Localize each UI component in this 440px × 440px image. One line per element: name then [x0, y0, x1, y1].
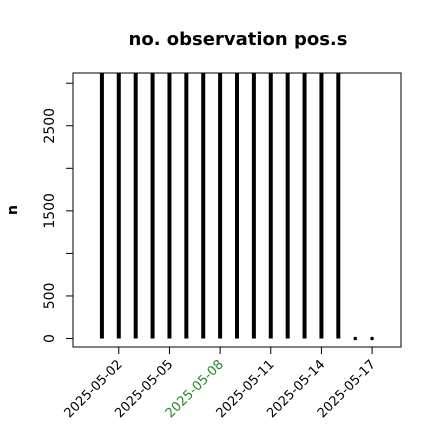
y-axis-label: n: [5, 205, 21, 215]
y-tick-label: 1500: [42, 193, 58, 229]
plot-area: [99, 73, 374, 341]
y-tick-label: 2500: [42, 108, 58, 144]
bar: [353, 336, 358, 341]
y-tick-label: 0: [42, 334, 58, 343]
chart-title: no. observation pos.s: [129, 29, 348, 50]
y-tick-label: 500: [42, 283, 58, 310]
bar: [370, 336, 374, 341]
